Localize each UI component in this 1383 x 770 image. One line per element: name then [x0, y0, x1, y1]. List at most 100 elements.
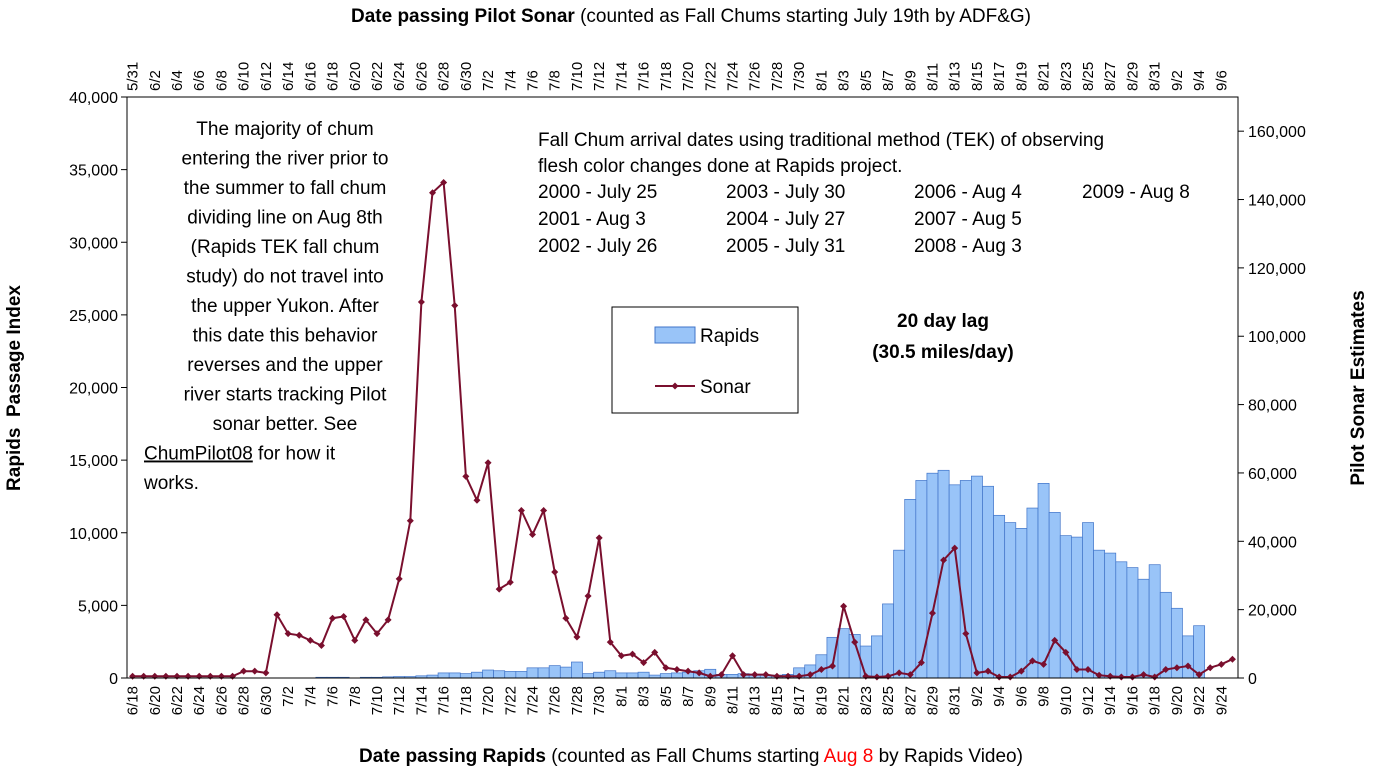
top-tick-label: 8/3 — [836, 70, 853, 91]
sonar-marker — [629, 650, 637, 658]
x-tick-label: 8/27 — [902, 686, 919, 715]
bar — [526, 667, 539, 679]
bar — [904, 498, 917, 679]
sonar-marker — [1095, 671, 1103, 679]
note-line: entering the river prior to — [182, 149, 389, 170]
tek-entry: 2002 - July 26 — [538, 236, 657, 257]
sonar-marker — [695, 669, 703, 677]
x-tick-label: 8/15 — [769, 686, 786, 715]
x-tick-label: 7/2 — [280, 686, 297, 707]
sonar-marker — [1017, 667, 1025, 675]
legend-label: Rapids — [700, 326, 759, 347]
bar — [1070, 536, 1083, 679]
sonar-marker — [651, 648, 659, 656]
legend-swatch — [654, 326, 696, 344]
sonar-marker — [728, 652, 736, 660]
x-tick-label: 7/12 — [391, 686, 408, 715]
top-tick-label: 8/27 — [1102, 62, 1119, 91]
bar — [459, 673, 472, 679]
top-tick-label: 6/16 — [302, 62, 319, 91]
top-tick-label: 8/31 — [1147, 62, 1164, 91]
sonar-marker — [1051, 636, 1059, 644]
sonar-marker — [617, 652, 625, 660]
sonar-marker — [140, 672, 148, 680]
top-tick-label: 8/25 — [1080, 62, 1097, 91]
note-line: the summer to fall chum — [184, 178, 387, 199]
bar — [971, 475, 983, 679]
x-tick-label: 7/6 — [325, 686, 342, 707]
y-tick-label: 35,000 — [69, 163, 118, 180]
bar — [504, 671, 517, 679]
bar — [1148, 564, 1161, 679]
sonar-marker — [940, 556, 948, 564]
top-tick-label: 7/20 — [680, 62, 697, 91]
bar — [548, 665, 561, 679]
y-tick-label: 5,000 — [78, 598, 118, 615]
top-tick-label: 6/20 — [347, 62, 364, 91]
title-part: by Rapids Video) — [873, 746, 1023, 767]
x-tick-label: 8/11 — [724, 686, 741, 714]
bar — [671, 672, 683, 679]
x-tick-label: 8/19 — [813, 686, 830, 715]
x-tick-label: 8/13 — [747, 686, 764, 715]
bar — [926, 472, 939, 679]
top-tick-label: 8/17 — [991, 62, 1008, 91]
note-link[interactable]: ChumPilot08 — [144, 444, 253, 465]
top-tick-label: 6/26 — [413, 62, 430, 91]
top-tick-label: 6/4 — [169, 70, 186, 91]
bar — [1137, 578, 1150, 679]
sonar-line — [132, 180, 1233, 679]
sonar-marker — [762, 671, 770, 679]
legend-marker — [671, 382, 679, 390]
y2-tick-label: 20,000 — [1248, 603, 1297, 620]
top-tick-label: 6/28 — [436, 62, 453, 91]
legend-label: Sonar — [700, 377, 751, 398]
x-tick-label: 9/6 — [1013, 686, 1030, 707]
sonar-marker — [240, 667, 248, 675]
bar — [1104, 552, 1117, 679]
top-tick-label: 7/10 — [569, 62, 586, 91]
note-line: the upper Yukon. After — [191, 296, 379, 317]
top-tick-label: 5/31 — [125, 62, 142, 91]
x-tick-label: 7/30 — [591, 686, 608, 715]
top-tick-label: 9/4 — [1191, 70, 1208, 91]
sonar-marker — [1128, 673, 1136, 681]
x-tick-label: 8/21 — [836, 686, 853, 715]
sonar-marker — [1228, 655, 1236, 663]
bar — [882, 603, 894, 679]
top-tick-label: 7/22 — [702, 62, 719, 91]
bar — [593, 671, 606, 679]
tek-entry: 2005 - July 31 — [726, 236, 845, 257]
top-tick-label: 6/18 — [325, 62, 342, 91]
sonar-marker — [506, 578, 514, 586]
sonar-marker — [684, 667, 692, 675]
bar — [1193, 625, 1206, 679]
top-tick-label: 7/24 — [724, 62, 741, 91]
y2-tick-label: 120,000 — [1248, 261, 1306, 278]
sonar-marker — [1084, 665, 1092, 673]
top-tick-label: 8/23 — [1058, 62, 1075, 91]
x-tick-label: 8/9 — [702, 686, 719, 707]
x-tick-label: 7/16 — [436, 686, 453, 715]
sonar-marker — [1184, 662, 1192, 670]
bar — [1015, 528, 1028, 679]
x-tick-label: 7/28 — [569, 686, 586, 715]
sonar-marker — [251, 667, 259, 675]
sonar-marker — [284, 630, 292, 638]
sonar-marker — [462, 472, 470, 480]
bar — [582, 673, 594, 679]
sonar-marker — [1062, 648, 1070, 656]
bar — [493, 670, 506, 679]
sonar-marker — [229, 672, 237, 680]
sonar-marker — [362, 616, 370, 624]
sonar-marker — [584, 592, 592, 600]
x-tick-label: 6/24 — [191, 686, 208, 715]
bar — [515, 671, 528, 679]
y-tick-label: 40,000 — [69, 90, 118, 107]
title-part: Date passing Rapids — [359, 746, 546, 767]
title-part: Aug 8 — [824, 746, 874, 767]
sonar-marker — [817, 665, 825, 673]
sonar-marker — [495, 585, 503, 593]
top-tick-label: 8/9 — [902, 70, 919, 91]
bar — [437, 672, 450, 679]
